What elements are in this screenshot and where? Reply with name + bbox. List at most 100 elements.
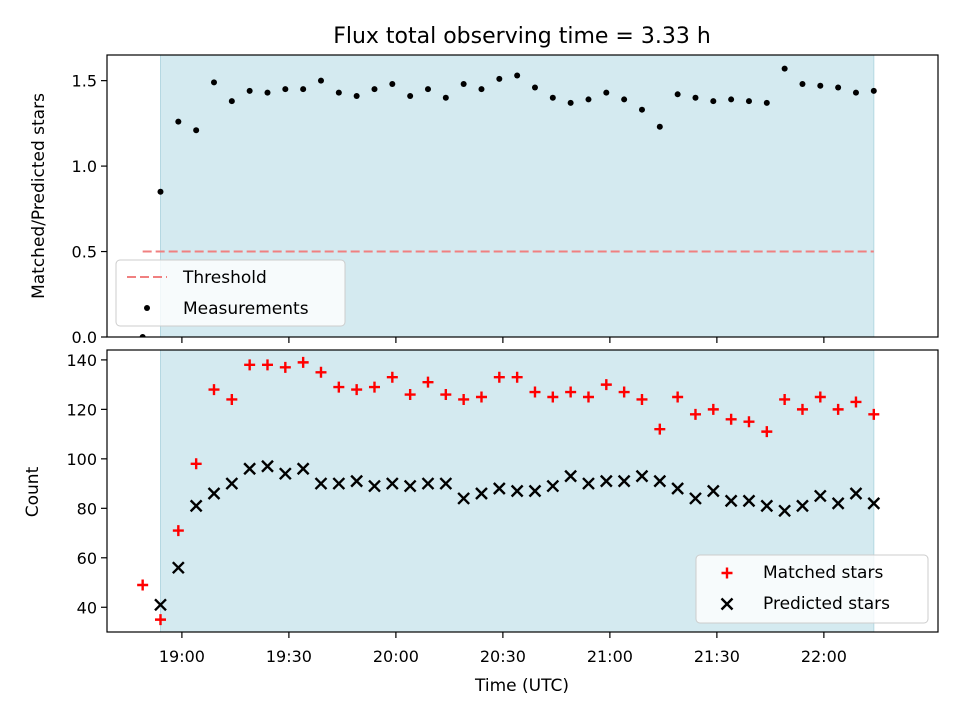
ratio-point (175, 118, 182, 125)
ratio-axis-label: Matched/Predicted stars (29, 93, 49, 299)
count-point (796, 403, 808, 415)
ratio-panel: 0.0 0.5 1.0 1.5 Threshold Measurements (72, 54, 939, 347)
ratio-point (567, 99, 574, 106)
count-point (207, 487, 221, 500)
ratio-point (710, 98, 717, 105)
count-point (440, 389, 452, 401)
ratio-point (496, 75, 503, 82)
ratio-point (549, 94, 556, 101)
ratio-point (674, 91, 681, 98)
ratio-point (193, 127, 200, 134)
count-point (137, 579, 149, 591)
count-point (600, 379, 612, 391)
ratio-y-tick-label: 1.0 (72, 157, 97, 176)
count-point (529, 386, 541, 398)
count-x-tick-label: 21:00 (587, 647, 633, 666)
legend-matched-swatch (721, 567, 733, 579)
legend-predicted-label: Predicted stars (763, 594, 890, 614)
count-point (243, 462, 257, 476)
count-point (635, 469, 649, 483)
ratio-point (514, 72, 521, 79)
count-point (493, 371, 505, 383)
ratio-point (692, 94, 699, 101)
count-point (171, 561, 185, 575)
count-y-tick-label: 40 (77, 598, 97, 617)
count-point (689, 408, 701, 420)
count-point (350, 474, 364, 488)
ratio-point (531, 84, 538, 91)
count-point (368, 479, 381, 493)
count-x-tick-label: 22:00 (801, 647, 847, 666)
ratio-point (781, 65, 788, 72)
count-point (689, 492, 702, 505)
count-point (672, 391, 684, 403)
count-point (403, 479, 417, 493)
count-point (778, 504, 791, 518)
count-y-tick-label: 80 (77, 499, 97, 518)
count-y-tick-label: 60 (77, 549, 97, 568)
ratio-point (353, 93, 360, 100)
legend-threshold-label: Threshold (182, 268, 267, 288)
count-point (565, 386, 577, 398)
ratio-point (264, 89, 271, 96)
count-point (618, 386, 630, 398)
count-point (636, 393, 648, 405)
ratio-point (852, 89, 859, 96)
count-point (564, 469, 577, 483)
count-point (475, 487, 488, 500)
count-point (314, 477, 328, 490)
legend-measurements-label: Measurements (183, 299, 309, 319)
ratio-point (799, 81, 806, 88)
legend-measurements-swatch (144, 305, 150, 311)
ratio-legend-box (115, 259, 346, 327)
ratio-point (228, 98, 235, 105)
count-point (725, 413, 737, 425)
count-point (528, 484, 542, 498)
count-point (154, 598, 167, 612)
ratio-point (835, 84, 842, 91)
time-axis-label: Time (UTC) (474, 676, 569, 696)
ratio-point (656, 123, 663, 130)
ratio-point (246, 87, 253, 94)
count-point (743, 416, 755, 428)
ratio-point (745, 98, 752, 105)
ratio-legend: Threshold Measurements (115, 259, 346, 327)
ratio-point (585, 96, 592, 103)
count-point (475, 391, 487, 403)
count-point (333, 381, 345, 393)
ratio-y-tick-label: 0.5 (72, 243, 97, 262)
count-x-tick-label: 19:30 (266, 647, 312, 666)
count-axes-frame (106, 349, 939, 633)
ratio-point (407, 93, 414, 100)
count-point (779, 393, 791, 405)
ratio-point (371, 86, 378, 93)
count-point (351, 384, 363, 396)
count-y-tick-label: 140 (66, 351, 97, 370)
count-point (208, 384, 220, 396)
count-point (154, 614, 166, 626)
ratio-axes-frame (106, 54, 939, 338)
count-legend: Matched stars Predicted stars (695, 554, 929, 624)
count-point (796, 499, 809, 513)
count-point (422, 376, 434, 388)
figure-title: Flux total observing time = 3.33 h (333, 24, 711, 49)
count-point (599, 474, 613, 488)
ratio-point (424, 86, 431, 93)
count-point (278, 467, 292, 481)
count-point (707, 403, 719, 415)
count-panel: 40 60 80 100 120 140 19:00 19:30 20:00 20:30 21:00… (66, 349, 939, 666)
count-point (421, 477, 435, 490)
ratio-point (317, 77, 324, 84)
count-point (761, 426, 773, 438)
count-point (404, 389, 416, 401)
count-point (582, 391, 594, 403)
count-series-plus (137, 356, 880, 626)
ratio-point (210, 79, 217, 86)
count-axis-label: Count (23, 466, 43, 517)
count-point (547, 391, 559, 403)
count-point (296, 462, 310, 476)
count-x-tick-label: 19:00 (159, 647, 205, 666)
legend-matched-label: Matched stars (763, 563, 883, 583)
count-x-tick-label: 21:30 (694, 647, 740, 666)
